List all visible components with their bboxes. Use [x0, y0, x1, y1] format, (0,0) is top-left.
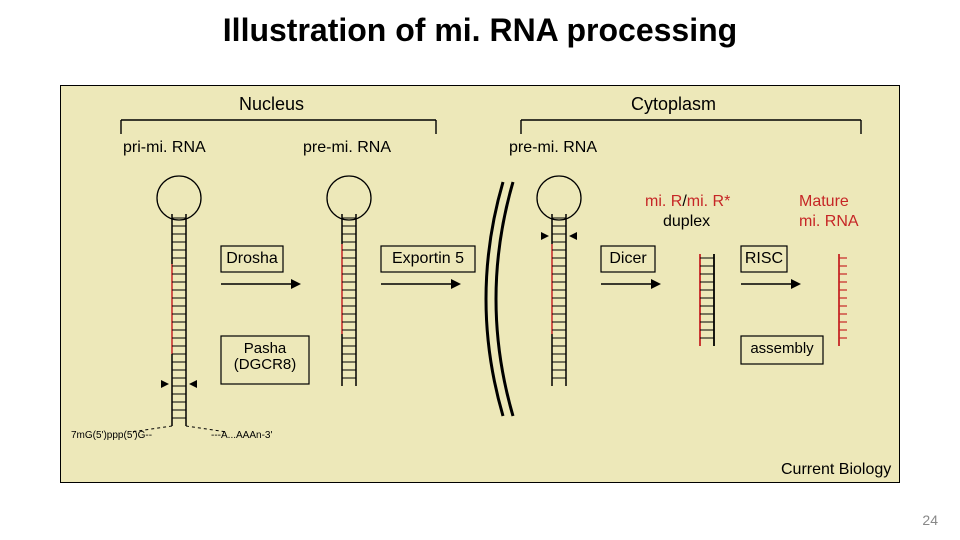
svg-text:Drosha: Drosha	[226, 250, 278, 267]
page-title: Illustration of mi. RNA processing	[0, 12, 960, 49]
svg-text:duplex: duplex	[663, 213, 710, 230]
svg-text:(DGCR8): (DGCR8)	[234, 356, 297, 373]
svg-text:Current Biology: Current Biology	[781, 461, 891, 478]
svg-text:RISC: RISC	[745, 250, 783, 267]
svg-text:Cytoplasm: Cytoplasm	[631, 94, 716, 114]
svg-text:pre-mi. RNA: pre-mi. RNA	[303, 139, 391, 156]
svg-text:mi. R*: mi. R*	[687, 193, 731, 210]
svg-text:Pasha: Pasha	[244, 340, 287, 357]
svg-text:pre-mi. RNA: pre-mi. RNA	[509, 139, 597, 156]
svg-text:Dicer: Dicer	[609, 250, 647, 267]
svg-text:Nucleus: Nucleus	[239, 94, 304, 114]
svg-text:pri-mi. RNA: pri-mi. RNA	[123, 139, 206, 156]
diagram-svg: Nucleus Cytoplasm pri-mi. RNA pre-mi. RNA pr…	[61, 86, 901, 484]
svg-text:Mature: Mature	[799, 193, 849, 210]
svg-text:---A...AAAn-3': ---A...AAAn-3'	[211, 430, 272, 441]
diagram-panel: Nucleus Cytoplasm pri-mi. RNA pre-mi. RNA pr…	[60, 85, 900, 483]
svg-text:assembly: assembly	[750, 340, 814, 357]
page-number: 24	[922, 512, 938, 528]
svg-text:mi. RNA: mi. RNA	[799, 213, 859, 230]
svg-text:7mG(5')ppp(5')G--: 7mG(5')ppp(5')G--	[71, 430, 152, 441]
svg-text:mi. R: mi. R	[645, 193, 682, 210]
svg-text:Exportin 5: Exportin 5	[392, 250, 464, 267]
